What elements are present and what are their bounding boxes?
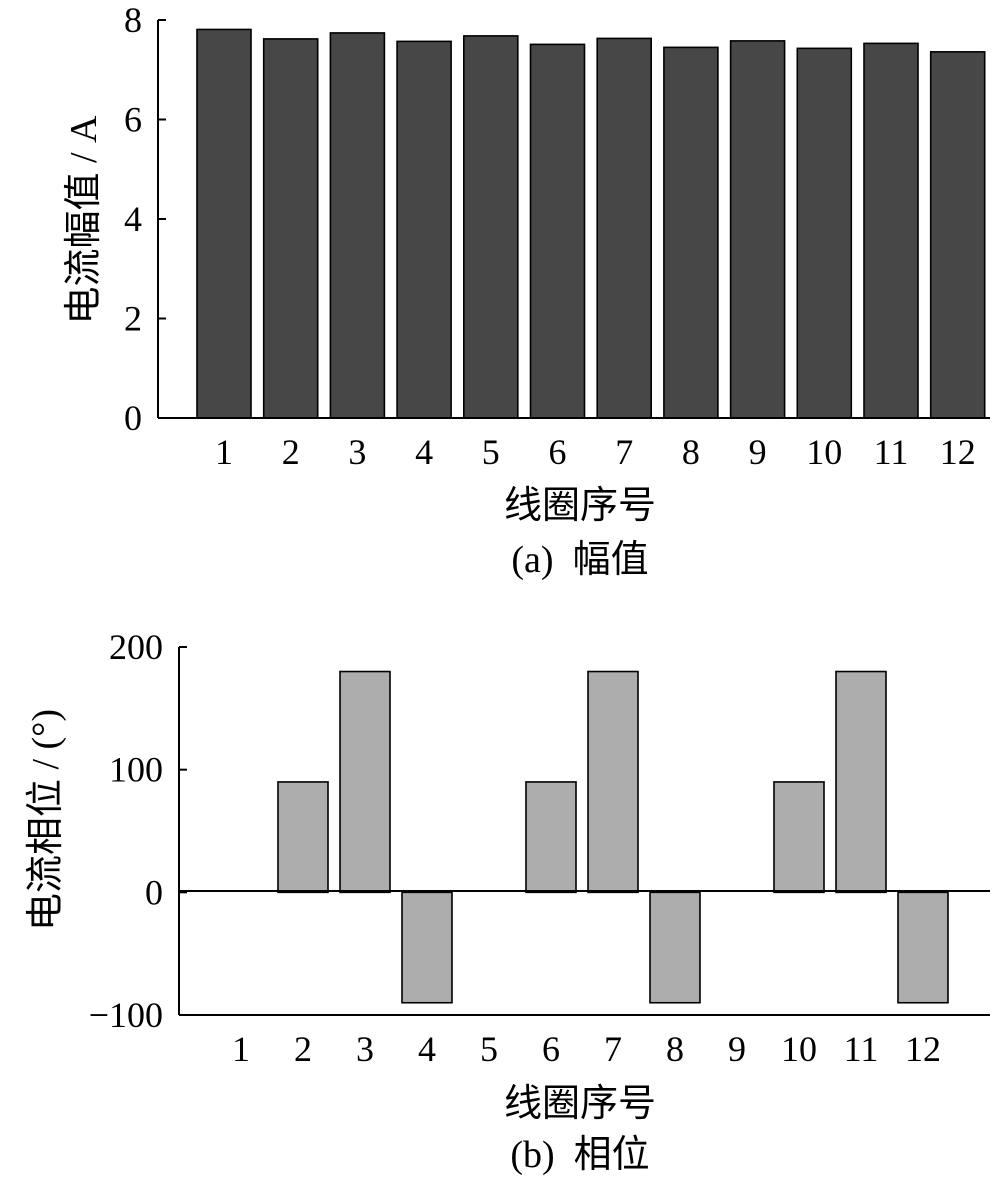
chart-b-bar-3 — [339, 670, 391, 894]
chart-b-bar-4 — [401, 891, 453, 1004]
chart-a-x-tick-label: 3 — [348, 432, 366, 472]
chart-a-y-tick-label: 2 — [124, 299, 142, 339]
chart-a-y-tick-label: 8 — [124, 0, 142, 40]
chart-b-x-ticks: 1 2 3 4 5 6 7 8 9 10 11 12 — [232, 1029, 941, 1069]
chart-b-x-tick-label: 8 — [666, 1029, 684, 1069]
chart-b-x-tick-label: 11 — [844, 1029, 879, 1069]
chart-b-x-tick-label: 3 — [356, 1029, 374, 1069]
chart-b-bar-10 — [773, 781, 825, 894]
chart-a-x-tick-label: 7 — [615, 432, 633, 472]
chart-a-x-tick-label: 4 — [415, 432, 433, 472]
chart-b-x-tick-label: 4 — [418, 1029, 436, 1069]
chart-a-x-tick-label: 9 — [749, 432, 767, 472]
chart-a-bar-8 — [663, 46, 719, 419]
chart-a-bar-5 — [462, 35, 519, 419]
chart-b-x-tick-label: 2 — [294, 1029, 312, 1069]
chart-b-x-tick-label: 6 — [542, 1029, 560, 1069]
chart-a-y-tick-label: 0 — [124, 398, 142, 438]
chart-a-x-tick-label: 8 — [682, 432, 700, 472]
chart-a-x-tick-label: 12 — [940, 432, 976, 472]
chart-a-x-tick-label: 1 — [215, 432, 233, 472]
chart-a-caption: (a) 幅值 — [511, 539, 648, 581]
chart-a-x-tick-label: 5 — [482, 432, 500, 472]
chart-a-bar-10 — [796, 47, 853, 419]
chart-a-x-tick-label: 11 — [874, 432, 909, 472]
chart-b-y-tick-label: 100 — [109, 750, 163, 790]
chart-a-y-tick-label: 4 — [124, 199, 142, 239]
chart-a-y-axis-label: 电流幅值 / A — [63, 115, 105, 325]
chart-b-x-tick-label: 9 — [728, 1029, 746, 1069]
chart-a-bar-4 — [396, 40, 452, 419]
chart-a-bar-11 — [863, 42, 919, 419]
chart-a-x-axis-label: 线圈序号 — [504, 485, 656, 527]
chart-a-x-ticks: 1 2 3 4 5 6 7 8 9 10 11 12 — [215, 432, 976, 472]
chart-b-x-tick-label: 12 — [905, 1029, 941, 1069]
chart-a-bar-9 — [729, 40, 786, 419]
chart-a-bar-1 — [196, 28, 252, 419]
chart-a-x-tick-label: 2 — [282, 432, 300, 472]
chart-a-y-ticks: 0 2 4 6 8 — [124, 0, 166, 438]
chart-b-bar-2 — [277, 781, 329, 894]
chart-a-x-tick-label: 10 — [806, 432, 842, 472]
chart-b-y-ticks: −100 0 100 200 — [89, 627, 187, 1035]
chart-a-bar-3 — [329, 32, 386, 419]
chart-b-bar-12 — [897, 891, 949, 1004]
chart-a-y-tick-label: 6 — [124, 100, 142, 140]
chart-b-x-axis-label: 线圈序号 — [504, 1083, 656, 1125]
chart-a-bar-7 — [596, 37, 653, 419]
chart-b-y-tick-label: 200 — [109, 627, 163, 667]
chart-b-y-tick-label: −100 — [89, 995, 163, 1035]
chart-a-bar-6 — [529, 43, 586, 419]
chart-a-bars — [196, 28, 986, 419]
chart-b-x-tick-label: 7 — [604, 1029, 622, 1069]
chart-b-caption: (b) 相位 — [510, 1134, 649, 1176]
chart-a-bar-12 — [929, 51, 986, 419]
chart-b-bar-7 — [587, 670, 639, 894]
chart-b-y-axis-label: 电流相位 / (°) — [25, 709, 67, 931]
chart-a-x-tick-label: 6 — [549, 432, 567, 472]
chart-b-bar-11 — [835, 670, 887, 894]
chart-b-bar-6 — [525, 781, 577, 894]
chart-b-x-tick-label: 10 — [781, 1029, 817, 1069]
chart-b-y-tick-label: 0 — [145, 872, 163, 912]
chart-b-bars — [277, 670, 949, 1004]
chart-b-bar-8 — [649, 891, 701, 1004]
chart-b-x-tick-label: 5 — [480, 1029, 498, 1069]
chart-b-x-tick-label: 1 — [232, 1029, 250, 1069]
chart-a-bar-2 — [262, 38, 319, 419]
